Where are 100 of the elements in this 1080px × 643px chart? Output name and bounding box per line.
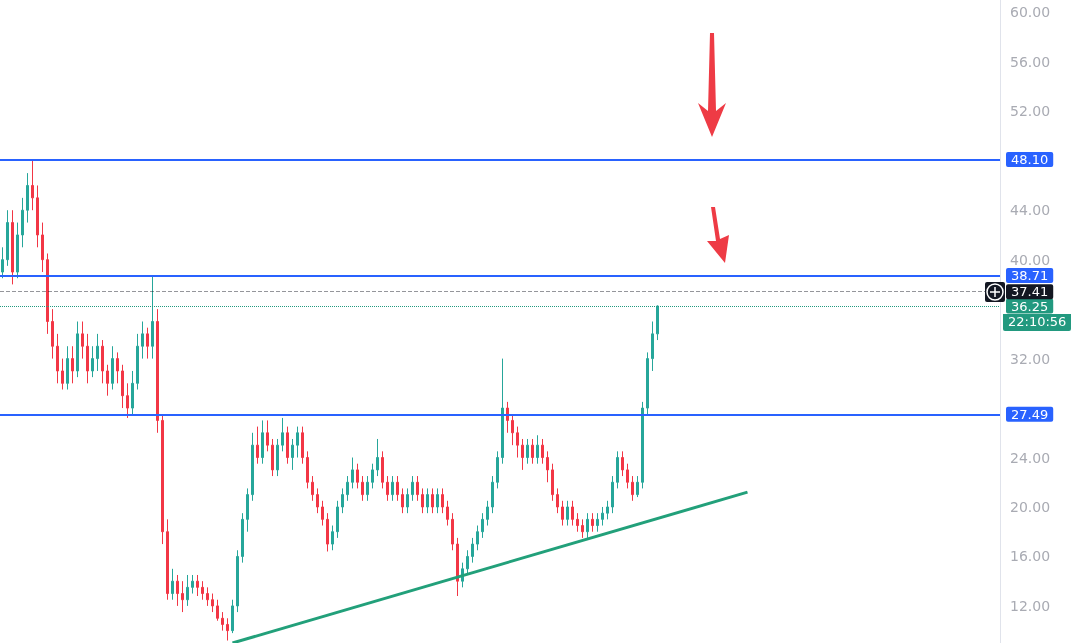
candlestick	[96, 333, 99, 372]
y-tick-label: 12.00	[1010, 597, 1051, 614]
candlestick	[31, 159, 34, 211]
candlestick	[51, 308, 54, 360]
candlestick	[366, 475, 369, 502]
candlestick	[286, 426, 289, 465]
candlestick	[346, 475, 349, 502]
candlestick	[481, 512, 484, 539]
candlestick	[341, 487, 344, 514]
candlestick	[336, 500, 339, 539]
candlestick	[386, 475, 389, 502]
candlestick	[376, 438, 379, 477]
candlestick	[546, 450, 549, 483]
candlestick	[626, 463, 629, 489]
candlestick	[281, 417, 284, 452]
candlestick	[211, 593, 214, 613]
candlestick	[311, 475, 314, 502]
candlestick	[206, 586, 209, 607]
candlestick	[176, 574, 179, 607]
y-tick-label: 52.00	[1010, 103, 1051, 120]
candlestick	[486, 500, 489, 527]
candlestick	[136, 333, 139, 391]
candlestick	[151, 275, 154, 360]
candlestick	[561, 500, 564, 527]
candlestick	[291, 438, 294, 471]
y-tick-label: 60.00	[1010, 4, 1051, 21]
candlestick	[391, 475, 394, 502]
y-tick-label: 20.00	[1010, 498, 1051, 515]
candlestick	[121, 364, 124, 409]
candlestick	[261, 419, 264, 465]
candlestick	[581, 518, 584, 539]
candlestick	[611, 475, 614, 514]
candlestick	[106, 364, 109, 397]
candlestick	[441, 487, 444, 514]
candlestick	[476, 525, 479, 551]
candlestick	[371, 463, 374, 489]
candlestick	[621, 450, 624, 477]
candlestick	[26, 172, 29, 224]
candlestick	[331, 525, 334, 551]
candlestick	[131, 370, 134, 415]
candlestick	[11, 209, 14, 285]
candlestick	[606, 500, 609, 520]
candlestick	[41, 222, 44, 273]
candlestick	[111, 345, 114, 391]
candlestick	[636, 475, 639, 498]
candlestick	[46, 252, 49, 335]
y-tick-label: 24.00	[1010, 449, 1051, 466]
candlestick	[351, 457, 354, 489]
ref-line-label: 27.49	[1011, 406, 1049, 422]
candlestick	[401, 487, 404, 514]
candlestick	[656, 304, 659, 341]
y-tick-label: 56.00	[1010, 53, 1051, 70]
candlestick	[436, 487, 439, 514]
candlestick	[566, 500, 569, 527]
ref-line-label: 38.71	[1011, 268, 1049, 284]
candlestick	[36, 184, 39, 248]
candlestick	[71, 345, 74, 384]
candlestick	[586, 512, 589, 539]
candlestick	[631, 475, 634, 502]
candlestick	[421, 487, 424, 514]
candlestick	[156, 308, 159, 434]
y-tick-label: 32.00	[1010, 350, 1051, 367]
candlestick	[301, 426, 304, 465]
y-tick-label: 40.00	[1010, 251, 1051, 268]
candlestick	[306, 450, 309, 489]
ref-line-label: 36.25	[1011, 298, 1049, 314]
candlestick	[16, 222, 19, 279]
candlestick	[141, 321, 144, 360]
candlestick	[641, 401, 644, 489]
candlestick	[506, 401, 509, 434]
y-tick-label: 44.00	[1010, 202, 1051, 219]
candlestick	[161, 413, 164, 545]
candlestick	[406, 487, 409, 514]
candlestick	[551, 463, 554, 502]
candlestick	[396, 475, 399, 502]
candlestick	[21, 197, 24, 248]
candlestick	[381, 450, 384, 489]
candlestick	[186, 574, 189, 607]
text: 22:10:56	[1003, 314, 1072, 332]
candlestick	[216, 599, 219, 622]
candlestick	[426, 487, 429, 514]
candlestick	[296, 426, 299, 459]
candlestick	[221, 611, 224, 632]
candlestick	[521, 438, 524, 471]
y-tick-label: 16.00	[1010, 548, 1051, 565]
candlestick	[541, 438, 544, 465]
candlestick	[456, 537, 459, 597]
candlestick	[356, 463, 359, 489]
candlestick	[101, 339, 104, 384]
ref-line-label: 37.41	[1011, 284, 1049, 300]
candlestick	[556, 487, 559, 514]
candlestick	[1, 246, 4, 279]
candlestick	[591, 512, 594, 533]
candlestick	[241, 512, 244, 564]
candlestick	[61, 358, 64, 391]
candlestick	[181, 580, 184, 613]
candlestick	[596, 512, 599, 533]
candlestick	[446, 500, 449, 527]
candlestick	[251, 432, 254, 502]
candlestick	[576, 512, 579, 533]
